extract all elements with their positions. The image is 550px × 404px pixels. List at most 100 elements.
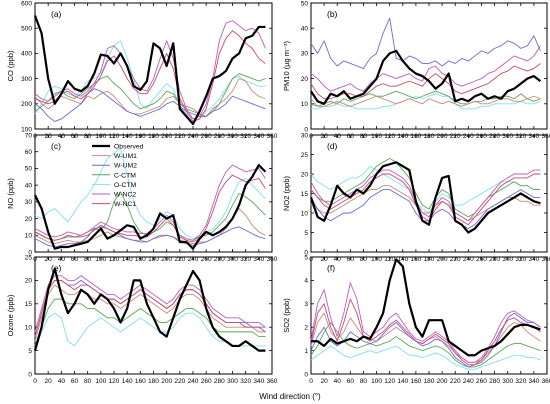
y-tick-label: 25 (25, 254, 33, 261)
x-tick-label: 260 (476, 378, 487, 385)
y-tick-label: 0 (28, 371, 32, 378)
y-tick-label: 30 (301, 51, 309, 58)
series-line-w-nc2 (34, 20, 266, 120)
y-tick-label: 25 (301, 152, 309, 159)
x-tick-label: 20 (320, 378, 328, 385)
y-tick-label: 2 (304, 325, 308, 332)
x-tick-label: 60 (71, 378, 79, 385)
series-line-w-nc1 (34, 30, 266, 122)
series-line-w-um1 (34, 284, 266, 342)
y-tick-label: 10 (25, 325, 33, 332)
x-tick-label: 100 (95, 378, 106, 385)
y-tick-label: 600 (21, 0, 32, 7)
series-line-c-ctm (310, 157, 541, 218)
y-tick-label: 70 (25, 132, 33, 139)
x-tick-label: 40 (58, 378, 66, 385)
y-tick-label: 5 (28, 348, 32, 355)
plot-frame (310, 2, 548, 130)
y-tick-label: 0 (304, 371, 308, 378)
y-tick-label: 300 (21, 76, 32, 83)
y-tick-label: 15 (301, 191, 309, 198)
x-tick-label: 340 (528, 378, 539, 385)
series-line-observed (310, 49, 542, 105)
legend-label: C-CTM (114, 172, 136, 179)
y-axis-label: SO2 (ppb) (282, 298, 291, 333)
x-tick-label: 280 (489, 378, 500, 385)
series-line-w-um2 (310, 312, 541, 368)
y-tick-label: 1 (304, 348, 308, 355)
series-line-o-ctm (310, 165, 541, 214)
x-tick-label: 40 (334, 378, 342, 385)
x-tick-label: 0 (33, 378, 37, 385)
x-tick-label: 220 (174, 378, 185, 385)
panel-d: 0204060801001201401601802002202402602803… (282, 132, 550, 263)
series-line-w-um2 (310, 17, 541, 69)
y-tick-label: 20 (25, 278, 33, 285)
series-line-w-um2 (34, 88, 266, 122)
series-line-observed (33, 267, 266, 352)
x-tick-label: 60 (347, 378, 355, 385)
x-tick-label: 160 (410, 378, 421, 385)
x-tick-label: 140 (122, 378, 133, 385)
panel-label: (b) (327, 9, 338, 19)
x-axis-label: Wind direction (°) (259, 392, 321, 401)
y-tick-label: 10 (301, 210, 309, 217)
panel-label: (a) (51, 9, 62, 19)
panel-e: 0 20 40 60 80 100 120 140 160 180 200 220 240 260 280 3… (6, 254, 278, 385)
x-tick-label: 260 (201, 378, 212, 385)
plot-frame (310, 134, 548, 253)
y-tick-label: 0 (28, 249, 32, 256)
y-axis-label: CO (ppb) (6, 50, 15, 81)
series-line-w-um1 (34, 208, 266, 245)
x-tick-label: 0 (309, 378, 313, 385)
x-tick-label: 360 (542, 378, 550, 385)
series-line-observed (33, 15, 266, 126)
series-line-w-nc2 (310, 169, 541, 222)
y-tick-label: 5 (304, 254, 308, 261)
series-line-observed (34, 163, 267, 250)
y-axis-label: PM10 (µg m⁻³) (282, 41, 291, 91)
y-tick-label: 50 (301, 0, 309, 7)
y-tick-label: 15 (25, 301, 33, 308)
series-line-observed (311, 258, 541, 357)
x-tick-label: 120 (384, 378, 395, 385)
x-tick-label: 80 (84, 378, 92, 385)
series-line-w-nc1 (34, 174, 266, 243)
x-tick-label: 280 (214, 378, 225, 385)
legend-label: Observed (114, 144, 144, 151)
x-tick-label: 20 (45, 378, 53, 385)
legend-label: O-CTM (114, 182, 137, 189)
series-line-w-nc2 (34, 275, 266, 333)
series-line-w-nc2 (310, 45, 541, 92)
x-tick-label: 320 (515, 378, 526, 385)
y-tick-label: 5 (304, 230, 308, 237)
panel-label: (f) (327, 263, 335, 273)
panel-a: 0204060801001201401601802002202402602803… (6, 0, 278, 140)
series-line-o-ctm (310, 345, 541, 370)
y-tick-label: 60 (25, 149, 33, 156)
y-tick-label: 0 (304, 126, 308, 133)
x-tick-label: 180 (148, 378, 159, 385)
legend-label: W-UM2 (114, 163, 137, 170)
series-line-w-nc1 (34, 279, 266, 337)
x-tick-label: 140 (397, 378, 408, 385)
x-tick-label: 240 (188, 378, 199, 385)
y-tick-label: 400 (21, 51, 32, 58)
y-tick-label: 200 (21, 101, 32, 108)
y-tick-label: 40 (25, 182, 33, 189)
y-tick-label: 40 (301, 26, 309, 33)
panel-f: 0 20 40 60 80 100 120 140 160 180 200 220 240 260 280 3… (282, 254, 550, 385)
y-tick-label: 50 (25, 166, 33, 173)
x-tick-label: 300 (227, 378, 238, 385)
series-line-w-nc1 (310, 298, 541, 366)
series-line-c-ctm (34, 73, 266, 117)
legend: Observed W-UM1 W-UM2 C-CTM O-CTM W-NC2 W-NC1 (92, 144, 144, 208)
y-axis-label: NO2 (ppb) (282, 175, 291, 211)
x-tick-label: 80 (360, 378, 368, 385)
x-tick-label: 360 (267, 378, 278, 385)
x-tick-label: 200 (437, 378, 448, 385)
legend-label: W-UM1 (114, 153, 137, 160)
series-line-c-ctm (310, 322, 541, 368)
y-tick-label: 10 (301, 101, 309, 108)
x-tick-label: 240 (463, 378, 474, 385)
